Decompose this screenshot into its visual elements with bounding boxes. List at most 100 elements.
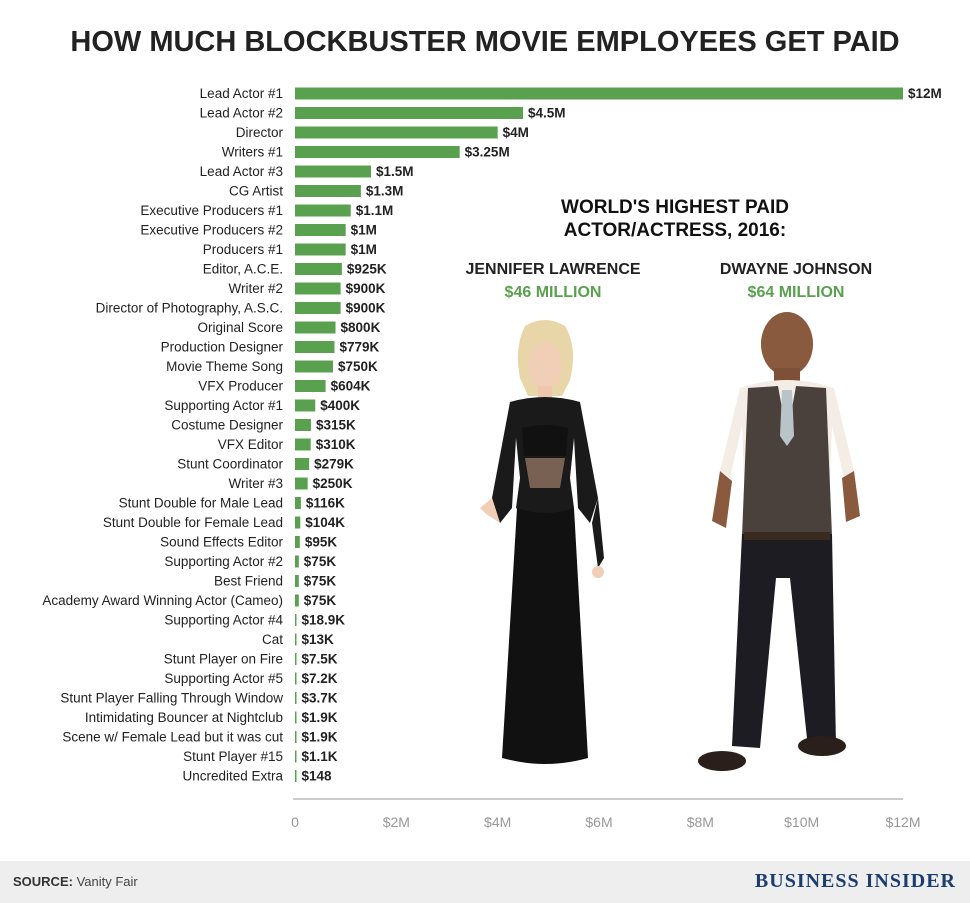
highest-paid-heading-line2: ACTOR/ACTRESS, 2016: bbox=[563, 220, 787, 241]
value-label: $750K bbox=[338, 359, 378, 374]
bar bbox=[295, 458, 310, 470]
value-label: $7.5K bbox=[302, 652, 338, 667]
source-note: SOURCE: Vanity Fair bbox=[13, 874, 138, 889]
value-label: $18.9K bbox=[302, 613, 346, 628]
bar bbox=[295, 711, 297, 724]
bar bbox=[295, 419, 311, 431]
value-label: $4.5M bbox=[528, 106, 566, 121]
source-label: SOURCE: bbox=[13, 874, 73, 889]
category-label: Stunt Player on Fire bbox=[164, 652, 283, 667]
value-label: $1.5M bbox=[376, 164, 414, 179]
value-label: $1M bbox=[351, 242, 377, 257]
value-label: $75K bbox=[304, 593, 337, 608]
category-label: CG Artist bbox=[229, 184, 283, 199]
value-label: $1.3M bbox=[366, 184, 404, 199]
bar bbox=[295, 594, 299, 607]
value-label: $310K bbox=[316, 437, 356, 452]
category-label: Stunt Double for Male Lead bbox=[119, 496, 283, 511]
value-label: $250K bbox=[313, 476, 353, 491]
category-label: Sound Effects Editor bbox=[160, 535, 283, 550]
category-label: VFX Producer bbox=[198, 379, 283, 394]
category-label: Stunt Coordinator bbox=[177, 457, 283, 472]
business-insider-logo: BUSINESS INSIDER bbox=[754, 870, 956, 892]
bar bbox=[295, 750, 297, 763]
actress-photo bbox=[480, 320, 604, 764]
category-label: Scene w/ Female Lead but it was cut bbox=[62, 730, 283, 745]
bar bbox=[295, 185, 361, 197]
x-tick-label: 0 bbox=[291, 814, 299, 830]
category-label: VFX Editor bbox=[218, 437, 284, 452]
x-tick-label: $6M bbox=[585, 814, 612, 830]
category-label: Movie Theme Song bbox=[166, 359, 283, 374]
bar bbox=[295, 321, 336, 334]
value-label: $12M bbox=[908, 86, 942, 101]
bar bbox=[295, 243, 346, 256]
category-label: Stunt Player #15 bbox=[183, 749, 283, 764]
bar bbox=[295, 302, 341, 314]
category-label: Uncredited Extra bbox=[182, 769, 283, 784]
category-label: Supporting Actor #2 bbox=[164, 554, 283, 569]
bar bbox=[295, 692, 297, 704]
category-label: Best Friend bbox=[214, 574, 283, 589]
category-label: Costume Designer bbox=[171, 418, 283, 433]
category-label: Executive Producers #1 bbox=[140, 203, 283, 218]
bar bbox=[295, 107, 523, 119]
category-label: Production Designer bbox=[161, 340, 284, 355]
value-label: $400K bbox=[320, 398, 360, 413]
value-label: $75K bbox=[304, 574, 337, 589]
value-label: $1.1K bbox=[302, 749, 338, 764]
bar bbox=[295, 341, 335, 353]
value-label: $3.25M bbox=[465, 145, 510, 160]
category-label: Writer #2 bbox=[228, 281, 283, 296]
value-label: $7.2K bbox=[302, 671, 338, 686]
person-amount-johnson: $64 MILLION bbox=[747, 284, 845, 301]
category-label: Cat bbox=[262, 632, 283, 647]
value-label: $1.9K bbox=[302, 710, 338, 725]
bar bbox=[295, 633, 297, 646]
category-label: Academy Award Winning Actor (Cameo) bbox=[42, 593, 283, 608]
highest-paid-heading: WORLD'S HIGHEST PAID ACTOR/ACTRESS, 2016… bbox=[520, 196, 830, 242]
bar bbox=[295, 126, 498, 139]
x-tick-label: $12M bbox=[885, 814, 920, 830]
value-label: $604K bbox=[331, 379, 371, 394]
category-label: Executive Producers #2 bbox=[140, 223, 283, 238]
value-label: $75K bbox=[304, 554, 337, 569]
bar bbox=[295, 536, 300, 548]
value-label: $925K bbox=[347, 262, 387, 277]
actor-photo bbox=[698, 312, 860, 771]
category-label: Writers #1 bbox=[222, 145, 283, 160]
x-tick-label: $4M bbox=[484, 814, 511, 830]
category-label: Producers #1 bbox=[203, 242, 283, 257]
value-label: $279K bbox=[314, 457, 354, 472]
category-label: Supporting Actor #4 bbox=[164, 613, 283, 628]
category-label: Supporting Actor #5 bbox=[164, 671, 283, 686]
bar bbox=[295, 731, 297, 743]
bar bbox=[295, 165, 371, 178]
category-label: Editor, A.C.E. bbox=[203, 262, 283, 277]
category-label: Writer #3 bbox=[228, 476, 283, 491]
bar bbox=[295, 516, 301, 529]
x-tick-label: $10M bbox=[784, 814, 819, 830]
category-label: Director bbox=[236, 125, 284, 140]
category-label: Stunt Double for Female Lead bbox=[103, 515, 283, 530]
bar bbox=[295, 204, 351, 217]
category-label: Lead Actor #3 bbox=[200, 164, 283, 179]
value-label: $13K bbox=[302, 632, 335, 647]
bar bbox=[295, 146, 460, 158]
value-label: $95K bbox=[305, 535, 338, 550]
bar bbox=[295, 672, 297, 685]
person-name-johnson: DWAYNE JOHNSON bbox=[719, 261, 873, 278]
value-label: $116K bbox=[306, 496, 345, 511]
category-label: Original Score bbox=[197, 320, 283, 335]
value-label: $800K bbox=[341, 320, 381, 335]
category-label: Intimidating Bouncer at Nightclub bbox=[85, 710, 283, 725]
bar bbox=[295, 224, 346, 236]
chart-title: HOW MUCH BLOCKBUSTER MOVIE EMPLOYEES GET… bbox=[70, 26, 900, 58]
footer: SOURCE: Vanity Fair BUSINESS INSIDER bbox=[0, 861, 970, 903]
value-label: $148 bbox=[302, 769, 333, 784]
category-label: Lead Actor #1 bbox=[200, 86, 283, 101]
bar bbox=[295, 477, 308, 490]
person-amount-lawrence: $46 MILLION bbox=[504, 284, 602, 301]
x-tick-label: $8M bbox=[687, 814, 714, 830]
value-label: $4M bbox=[503, 125, 529, 140]
